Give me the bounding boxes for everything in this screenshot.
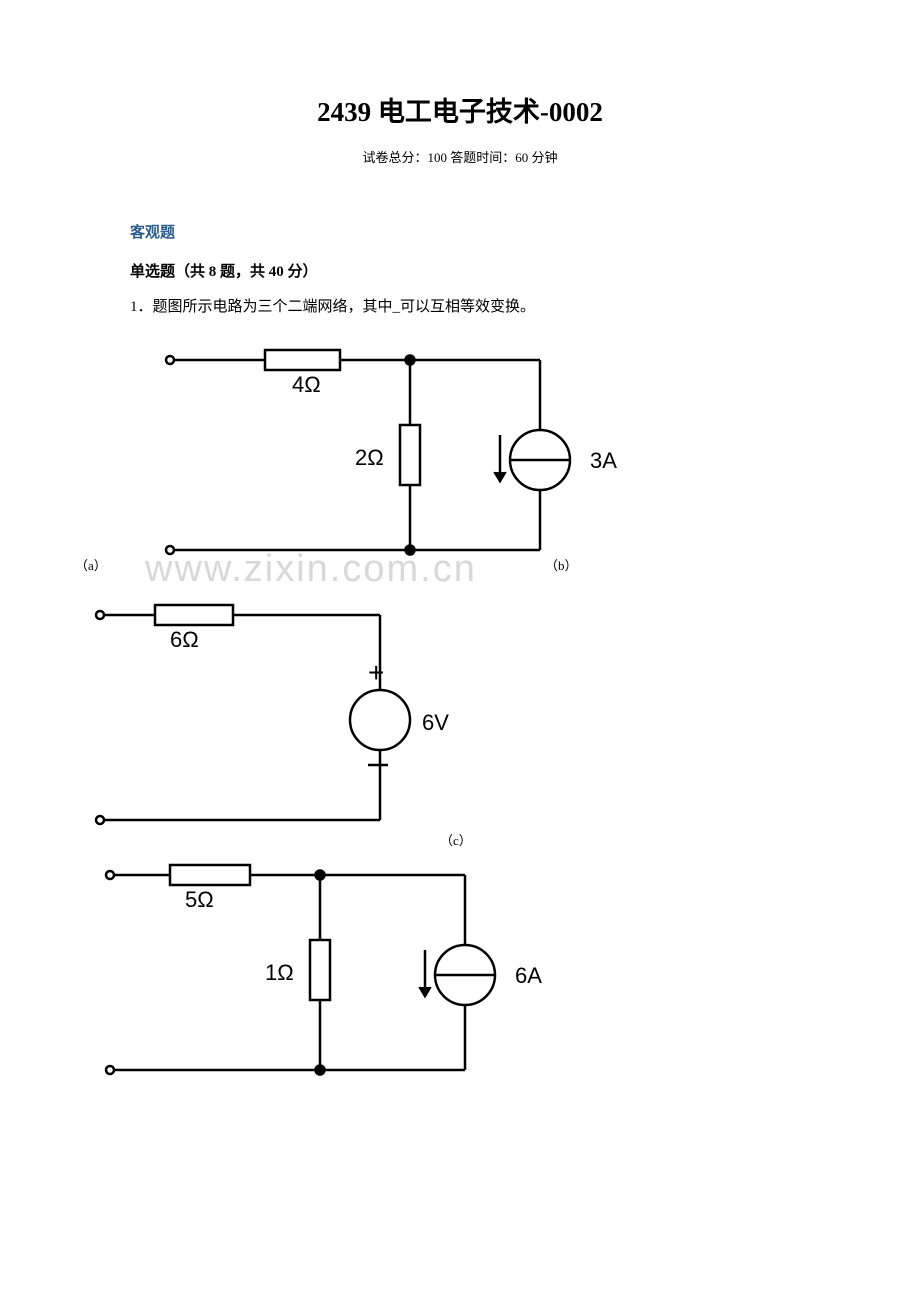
label-6v: 6V xyxy=(422,710,449,735)
label-4ohm: 4Ω xyxy=(292,372,321,397)
circuit-c-wrapper: 5Ω 1Ω 6A xyxy=(70,845,790,1105)
label-6ohm: 6Ω xyxy=(170,627,199,652)
circuit-b-svg: 6Ω + 6V xyxy=(70,590,510,845)
figures-container: 4Ω 2Ω 3A （a） （b） www.zixin.com.cn 6Ω + xyxy=(130,330,790,1105)
page-title: 2439 电工电子技术-0002 xyxy=(130,90,790,129)
label-3a: 3A xyxy=(590,448,617,473)
label-1ohm: 1Ω xyxy=(265,960,294,985)
label-a: （a） xyxy=(75,555,107,574)
label-5ohm: 5Ω xyxy=(185,887,214,912)
circuit-a-wrapper: 4Ω 2Ω 3A （a） （b） www.zixin.com.cn xyxy=(130,330,790,590)
label-2ohm: 2Ω xyxy=(355,445,384,470)
question-text: 1．题图所示电路为三个二端网络，其中_可以互相等效变换。 xyxy=(130,295,790,316)
plus-sign: + xyxy=(368,657,384,688)
page-subtitle: 试卷总分：100 答题时间：60 分钟 xyxy=(130,147,790,166)
section-header: 客观题 xyxy=(130,221,790,242)
label-6a: 6A xyxy=(515,963,542,988)
circuit-c-svg: 5Ω 1Ω 6A xyxy=(70,845,590,1105)
question-type-header: 单选题（共 8 题，共 40 分） xyxy=(130,260,790,281)
circuit-a-svg: 4Ω 2Ω 3A xyxy=(130,330,650,590)
circuit-b-wrapper: 6Ω + 6V （c） xyxy=(70,590,790,845)
